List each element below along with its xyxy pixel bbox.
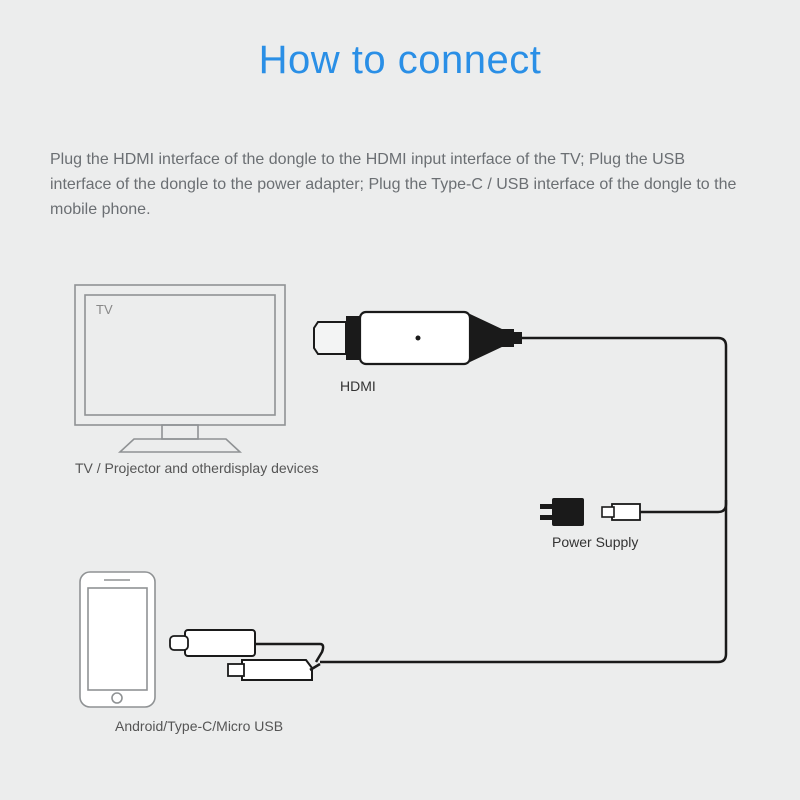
tv-device: TV — [75, 285, 285, 452]
power-label: Power Supply — [552, 534, 638, 550]
tv-label: TV / Projector and otherdisplay devices — [75, 460, 319, 476]
page-root: How to connect Plug the HDMI interface o… — [0, 0, 800, 800]
cable-dongle-to-usb — [520, 338, 726, 512]
hdmi-dongle — [314, 312, 522, 364]
tv-screen-label: TV — [96, 302, 113, 317]
power-supply — [540, 498, 640, 526]
phone-label: Android/Type-C/Micro USB — [115, 718, 283, 734]
hdmi-label: HDMI — [340, 378, 376, 394]
cable-main-down-to-phone — [320, 500, 726, 662]
phone-connectors — [170, 630, 323, 680]
phone-device — [80, 572, 155, 707]
cable-group — [320, 338, 726, 662]
connection-diagram: TV — [0, 0, 800, 800]
